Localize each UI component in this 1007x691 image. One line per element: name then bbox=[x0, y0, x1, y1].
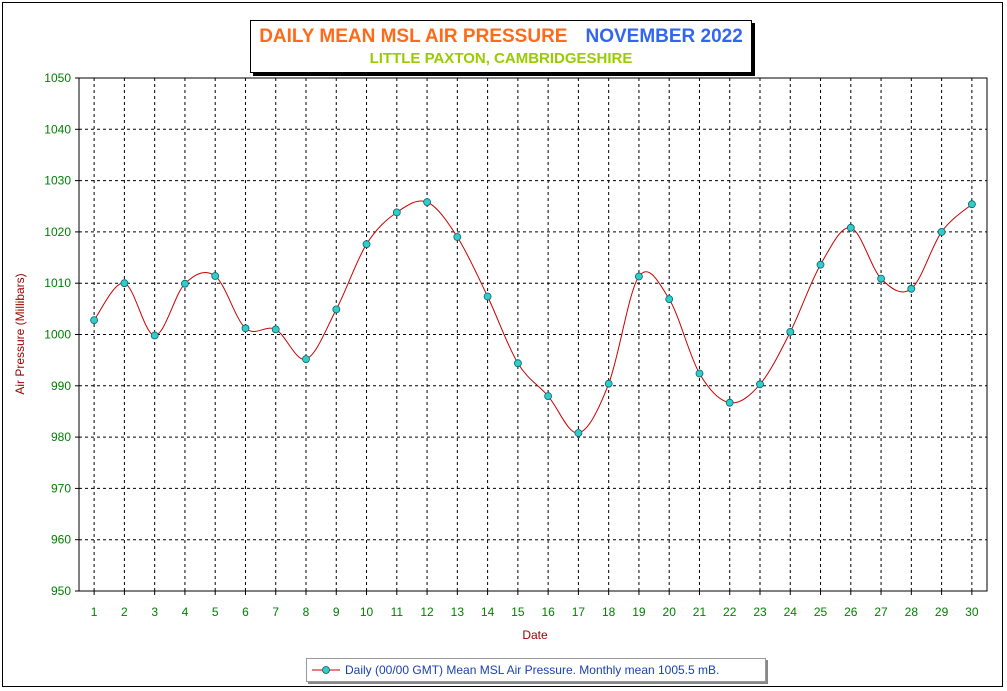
data-point bbox=[514, 359, 522, 368]
y-axis-label: Air Pressure (Millibars) bbox=[13, 273, 27, 394]
y-tick-label: 960 bbox=[51, 533, 71, 547]
data-point bbox=[907, 284, 916, 293]
data-point bbox=[695, 369, 704, 378]
tick-labels: 9509609709809901000101010201030104010501… bbox=[44, 71, 979, 619]
x-tick-label: 7 bbox=[272, 605, 279, 619]
y-tick-label: 1020 bbox=[44, 225, 71, 239]
data-point bbox=[937, 227, 946, 236]
x-tick-label: 28 bbox=[905, 605, 919, 619]
x-tick-label: 24 bbox=[784, 605, 798, 619]
data-point bbox=[423, 198, 432, 207]
x-tick-label: 14 bbox=[481, 605, 495, 619]
x-tick-label: 17 bbox=[572, 605, 586, 619]
x-tick-label: 27 bbox=[874, 605, 888, 619]
y-tick-label: 1050 bbox=[44, 71, 71, 85]
data-point bbox=[302, 355, 310, 364]
data-point bbox=[635, 272, 643, 281]
x-tick-label: 23 bbox=[753, 605, 767, 619]
x-tick-label: 5 bbox=[212, 605, 219, 619]
legend-swatch bbox=[312, 666, 340, 674]
x-tick-label: 6 bbox=[242, 605, 249, 619]
data-point bbox=[816, 260, 825, 269]
y-tick-label: 980 bbox=[51, 430, 71, 444]
x-tick-label: 26 bbox=[844, 605, 858, 619]
x-tick-label: 19 bbox=[632, 605, 646, 619]
grid bbox=[75, 77, 988, 595]
y-tick-label: 970 bbox=[51, 481, 71, 495]
x-tick-label: 16 bbox=[541, 605, 555, 619]
data-point bbox=[725, 398, 734, 407]
data-point bbox=[211, 272, 220, 280]
x-tick-label: 30 bbox=[965, 605, 979, 619]
y-tick-label: 1010 bbox=[44, 276, 71, 290]
legend-label: Daily (00/00 GMT) Mean MSL Air Pressure.… bbox=[345, 663, 720, 677]
data-point bbox=[90, 316, 98, 325]
data-point bbox=[150, 331, 159, 340]
plot-area bbox=[78, 77, 988, 592]
x-tick-label: 20 bbox=[663, 605, 677, 619]
y-tick-label: 990 bbox=[51, 379, 71, 393]
title-line: DAILY MEAN MSL AIR PRESSURE NOVEMBER 2022 bbox=[251, 26, 751, 48]
data-point bbox=[968, 200, 976, 209]
data-point bbox=[332, 305, 341, 314]
data-point bbox=[362, 240, 371, 249]
data-point bbox=[786, 327, 795, 336]
x-tick-label: 1 bbox=[91, 605, 98, 619]
data-point bbox=[271, 325, 280, 334]
x-tick-label: 21 bbox=[693, 605, 707, 619]
chart-title: DAILY MEAN MSL AIR PRESSURE bbox=[259, 26, 568, 47]
data-point bbox=[241, 324, 250, 333]
x-tick-label: 29 bbox=[935, 605, 949, 619]
data-point bbox=[120, 279, 129, 288]
series bbox=[90, 198, 976, 437]
y-tick-label: 1000 bbox=[44, 328, 71, 342]
y-tick-label: 1030 bbox=[44, 174, 71, 188]
x-tick-label: 25 bbox=[814, 605, 828, 619]
x-tick-label: 2 bbox=[121, 605, 128, 619]
x-tick-label: 9 bbox=[333, 605, 340, 619]
data-point bbox=[453, 233, 462, 241]
data-point bbox=[665, 295, 674, 304]
y-tick-label: 1040 bbox=[44, 122, 71, 136]
x-tick-label: 11 bbox=[391, 605, 404, 619]
data-point bbox=[604, 379, 613, 388]
chart-title-month: NOVEMBER 2022 bbox=[585, 26, 743, 47]
data-point bbox=[846, 223, 855, 232]
x-tick-label: 10 bbox=[360, 605, 374, 619]
data-point bbox=[544, 392, 552, 401]
x-tick-label: 18 bbox=[602, 605, 616, 619]
x-tick-label: 15 bbox=[511, 605, 525, 619]
data-point bbox=[574, 429, 583, 437]
data-point bbox=[877, 274, 885, 283]
data-point bbox=[483, 292, 492, 301]
chart-subtitle: LITTLE PAXTON, CAMBRIDGESHIRE bbox=[369, 50, 633, 67]
x-axis-label: Date bbox=[522, 628, 548, 642]
series-line bbox=[93, 200, 973, 434]
x-tick-label: 8 bbox=[303, 605, 310, 619]
x-tick-label: 4 bbox=[182, 605, 189, 619]
legend: Daily (00/00 GMT) Mean MSL Air Pressure.… bbox=[306, 658, 766, 682]
data-point bbox=[180, 279, 189, 288]
x-tick-label: 22 bbox=[723, 605, 737, 619]
x-tick-label: 3 bbox=[151, 605, 158, 619]
title-box: DAILY MEAN MSL AIR PRESSURE NOVEMBER 2022… bbox=[250, 20, 752, 73]
x-tick-label: 13 bbox=[451, 605, 465, 619]
data-point bbox=[756, 380, 764, 389]
data-point bbox=[392, 208, 401, 217]
x-tick-label: 12 bbox=[420, 605, 434, 619]
y-tick-label: 950 bbox=[51, 584, 71, 598]
